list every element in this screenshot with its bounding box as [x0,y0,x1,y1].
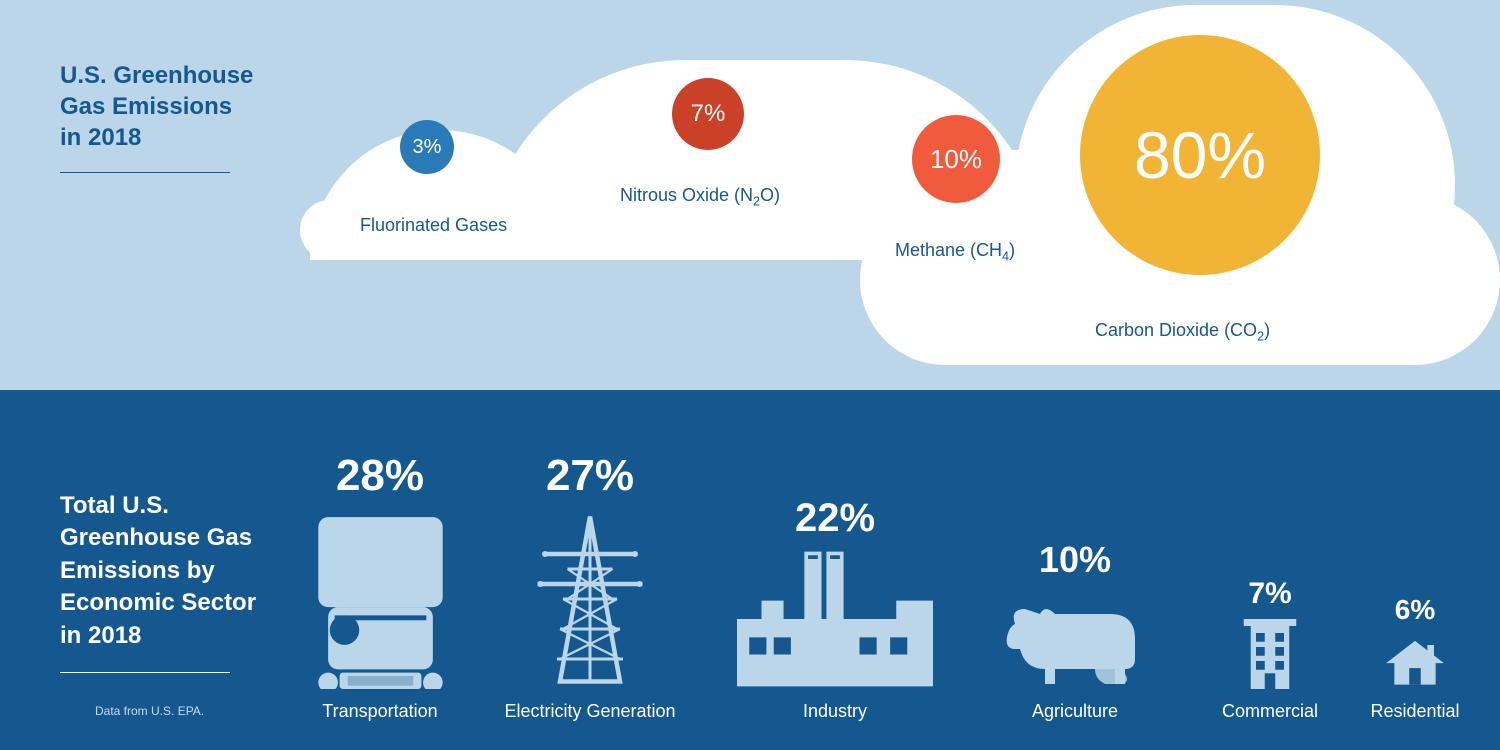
sector-pct: 7% [1205,577,1335,611]
bottom-title-line2: Greenhouse Gas [60,522,260,554]
sector-label: Agriculture [985,701,1165,722]
sector-house: 6% Residential [1355,594,1475,722]
sector-pct: 28% [290,451,470,501]
house-icon [1355,634,1475,689]
cow-icon [985,589,1165,689]
bottom-section: Total U.S. Greenhouse Gas Emissions by E… [0,390,1500,750]
sector-cow: 10% Agriculture [985,539,1165,722]
bottom-title-line4: Economic Sector [60,587,260,619]
bottom-underline [60,672,230,673]
sector-label: Transportation [290,701,470,722]
sector-truck: 28% Transportation [290,451,470,722]
sector-label: Industry [730,701,940,722]
factory-icon [730,549,940,689]
gas-bubble: 3% [400,120,454,174]
gas-label: Methane (CH4) [895,240,1015,264]
bottom-title-line1: Total U.S. [60,490,260,522]
gas-bubble: 7% [672,78,744,150]
sector-label: Residential [1355,701,1475,722]
source-note: Data from U.S. EPA. [95,704,204,718]
title-underline [60,172,230,173]
sector-pct: 27% [490,451,690,501]
top-title-block: U.S. Greenhouse Gas Emissions in 2018 [60,60,260,173]
sector-label: Commercial [1205,701,1335,722]
top-title-line1: U.S. Greenhouse [60,60,260,91]
sector-label: Electricity Generation [490,701,690,722]
building-icon [1205,619,1335,689]
tower-icon [490,509,690,689]
sector-building: 7% Commercial [1205,577,1335,722]
sector-pct: 22% [730,496,940,541]
gas-label: Carbon Dioxide (CO2) [1095,320,1270,344]
sector-pct: 10% [985,539,1165,581]
top-title-line3: in 2018 [60,122,260,153]
sector-pct: 6% [1355,594,1475,626]
gas-label: Fluorinated Gases [360,215,507,236]
bottom-title-line5: in 2018 [60,620,260,652]
gas-bubble: 80% [1080,35,1320,275]
gas-bubble: 10% [912,115,1000,203]
truck-icon [290,509,470,689]
sector-tower: 27% Electricity Generation [490,451,690,722]
sector-factory: 22% Industry [730,496,940,722]
top-section: U.S. Greenhouse Gas Emissions in 2018 3%… [0,0,1500,390]
bottom-title-block: Total U.S. Greenhouse Gas Emissions by E… [60,490,260,673]
top-title-line2: Gas Emissions [60,91,260,122]
gas-label: Nitrous Oxide (N2O) [620,185,780,209]
bottom-title-line3: Emissions by [60,555,260,587]
